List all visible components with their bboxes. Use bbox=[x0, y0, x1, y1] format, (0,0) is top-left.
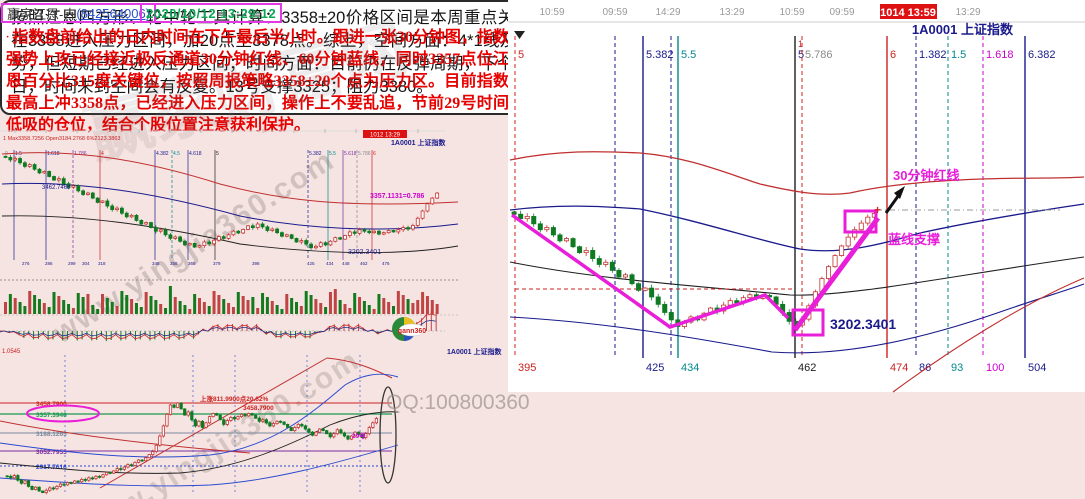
svg-text:3052.7955: 3052.7955 bbox=[36, 449, 67, 456]
svg-text:3458.7900: 3458.7900 bbox=[243, 405, 274, 412]
svg-text:1.382: 1.382 bbox=[919, 49, 947, 61]
svg-text:3357.1131=0.786: 3357.1131=0.786 bbox=[370, 193, 424, 200]
svg-text:318: 318 bbox=[98, 261, 106, 266]
svg-text:10:59: 10:59 bbox=[779, 7, 804, 18]
svg-text:5.382: 5.382 bbox=[309, 151, 322, 157]
svg-text:5.5: 5.5 bbox=[681, 49, 696, 61]
svg-text:1A0001 上证指数: 1A0001 上证指数 bbox=[912, 22, 1014, 37]
timestamp-box: 2020/10/12 13:29:12 bbox=[140, 3, 283, 23]
svg-text:1.0545: 1.0545 bbox=[2, 349, 21, 355]
svg-text:476: 476 bbox=[382, 261, 390, 266]
analysis-commentary: · 指数盘前给出的日内时间在下午最后半小时。跟进一张30分钟图，指数强势上攻已经接… bbox=[6, 27, 509, 136]
svg-text:1 Max3358.7256 Open3184.2768 6: 1 Max3358.7256 Open3184.2768 6%2123.3863 bbox=[3, 136, 120, 142]
svg-text:14:29: 14:29 bbox=[655, 7, 680, 18]
svg-text:蓝线支撑: 蓝线支撑 bbox=[888, 232, 940, 247]
svg-text:3202.3401: 3202.3401 bbox=[830, 316, 896, 332]
svg-text:gann360: gann360 bbox=[398, 328, 427, 335]
svg-text:5.786: 5.786 bbox=[805, 49, 833, 61]
author-name: 赢家江恩-卉 bbox=[7, 6, 77, 22]
bullet-icon: · bbox=[6, 32, 10, 44]
svg-text:299: 299 bbox=[68, 261, 76, 266]
svg-text:462: 462 bbox=[360, 261, 368, 266]
svg-text:1012 13:29: 1012 13:29 bbox=[370, 133, 401, 139]
svg-text:100: 100 bbox=[986, 362, 1004, 374]
account-link[interactable]: (842564006) bbox=[76, 5, 151, 21]
timestamp-text: 2020/10/12 13:29:12 bbox=[146, 5, 277, 21]
svg-text:93: 93 bbox=[951, 362, 963, 374]
svg-text:6.382: 6.382 bbox=[1028, 49, 1056, 61]
author-title-box: 赢家江恩-卉 (842564006) bbox=[1, 3, 157, 23]
svg-text:09:59: 09:59 bbox=[602, 7, 627, 18]
thirty-min-mini-chart[interactable]: 1 Max3358.7256 Open3184.2768 6%2123.3863… bbox=[0, 128, 508, 348]
svg-text:09:59: 09:59 bbox=[829, 7, 854, 18]
svg-text:3188.1263: 3188.1263 bbox=[36, 431, 67, 438]
svg-text:13:29: 13:29 bbox=[719, 7, 744, 18]
commentary-text: 指数盘前给出的日内时间在下午最后半小时。跟进一张30分钟图，指数强势上攻已经接近… bbox=[6, 29, 509, 134]
svg-text:5.5: 5.5 bbox=[329, 151, 336, 157]
svg-text:1014 13:59: 1014 13:59 bbox=[880, 7, 936, 19]
svg-text:462: 462 bbox=[798, 362, 816, 374]
svg-text:1.618: 1.618 bbox=[986, 49, 1014, 61]
svg-text:5: 5 bbox=[216, 151, 219, 157]
svg-text:276: 276 bbox=[22, 261, 30, 266]
daily-chart[interactable]: 1.0545 1A0001 上证指数 3458.7900 3357.3946 3188.… bbox=[0, 345, 508, 499]
svg-text:504: 504 bbox=[1028, 362, 1046, 374]
svg-text:474: 474 bbox=[890, 362, 908, 374]
svg-text:4: 4 bbox=[101, 151, 104, 157]
svg-text:5: 5 bbox=[798, 49, 804, 61]
svg-text:448: 448 bbox=[342, 261, 350, 266]
svg-text:4.618: 4.618 bbox=[189, 151, 202, 157]
svg-text:1.5: 1.5 bbox=[951, 49, 966, 61]
svg-text:5.618: 5.618 bbox=[344, 151, 357, 157]
svg-text:5.786: 5.786 bbox=[358, 151, 371, 157]
svg-text:13:29: 13:29 bbox=[955, 7, 980, 18]
svg-text:4.5: 4.5 bbox=[173, 151, 180, 157]
svg-text:3357.3946: 3357.3946 bbox=[36, 412, 67, 419]
svg-text:1.5: 1.5 bbox=[15, 151, 22, 157]
svg-text:365: 365 bbox=[188, 261, 196, 266]
svg-text:1.618: 1.618 bbox=[47, 151, 60, 157]
svg-text:348: 348 bbox=[152, 261, 160, 266]
svg-text:395: 395 bbox=[518, 362, 536, 374]
svg-text:+: + bbox=[874, 203, 881, 217]
svg-text:358: 358 bbox=[170, 261, 178, 266]
svg-text:10:59: 10:59 bbox=[539, 7, 564, 18]
svg-text:5.382: 5.382 bbox=[646, 49, 674, 61]
svg-text:5: 5 bbox=[518, 49, 524, 61]
svg-text:434: 434 bbox=[681, 362, 699, 374]
svg-text:398: 398 bbox=[252, 261, 260, 266]
svg-text:6: 6 bbox=[373, 151, 376, 157]
svg-text:3202.3401: 3202.3401 bbox=[348, 249, 381, 256]
svg-text:30分钟红线: 30分钟红线 bbox=[893, 168, 959, 183]
svg-text:286: 286 bbox=[45, 261, 53, 266]
svg-text:1A0001 上证指数: 1A0001 上证指数 bbox=[391, 138, 446, 147]
svg-text:434: 434 bbox=[326, 261, 334, 266]
svg-text:3462.7468: 3462.7468 bbox=[42, 185, 71, 191]
svg-text:425: 425 bbox=[646, 362, 664, 374]
svg-text:425: 425 bbox=[307, 261, 315, 266]
svg-text:3458.7900: 3458.7900 bbox=[36, 401, 67, 408]
svg-text:6: 6 bbox=[890, 49, 896, 61]
main-30min-chart[interactable]: 10:59 09:59 14:29 13:29 10:59 09:59 13:29 1014 … bbox=[508, 0, 1085, 393]
svg-text:304: 304 bbox=[82, 261, 90, 266]
svg-text:4.382: 4.382 bbox=[156, 151, 169, 157]
svg-text:379: 379 bbox=[213, 261, 221, 266]
svg-text:29号: 29号 bbox=[352, 431, 366, 440]
svg-text:上涨811.9900点20.62%: 上涨811.9900点20.62% bbox=[200, 394, 269, 403]
svg-text:1: 1 bbox=[798, 39, 803, 49]
svg-text:1A0001 上证指数: 1A0001 上证指数 bbox=[447, 347, 502, 356]
